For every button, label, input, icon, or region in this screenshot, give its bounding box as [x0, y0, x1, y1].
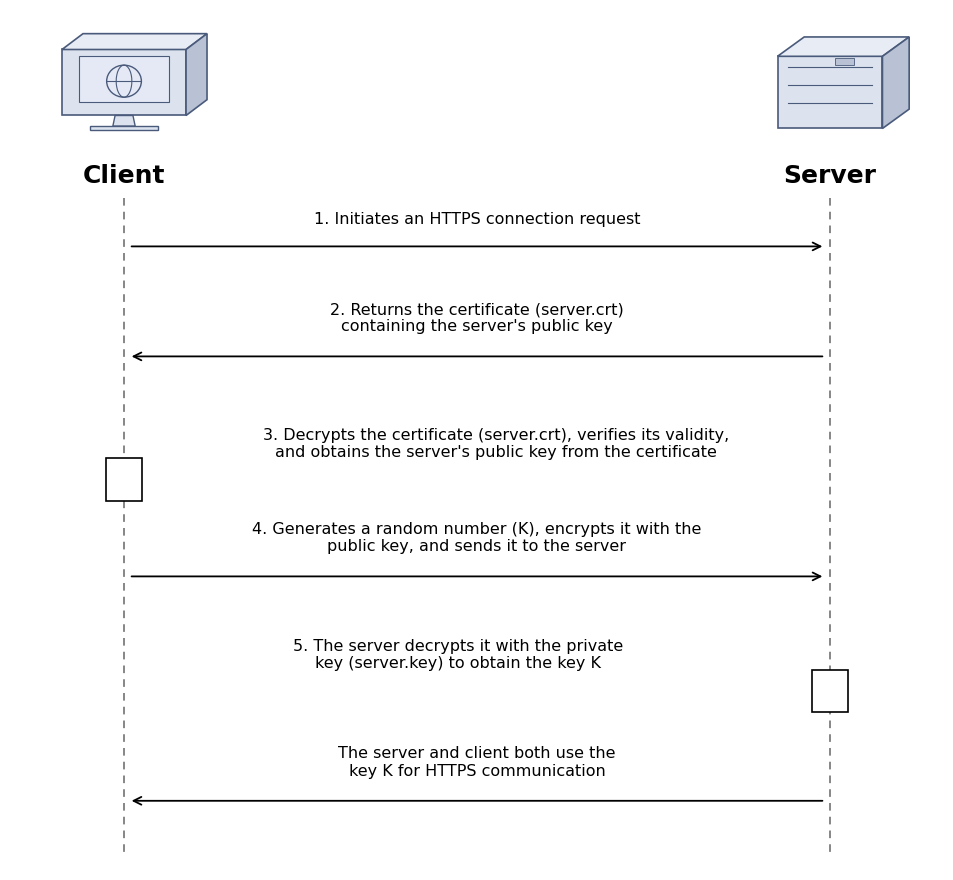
Bar	[90, 126, 158, 130]
Text: 5. The server decrypts it with the private
key (server.key) to obtain the key K: 5. The server decrypts it with the priva…	[293, 639, 622, 671]
Text: 2. Returns the certificate (server.crt)
containing the server's public key: 2. Returns the certificate (server.crt) …	[330, 302, 623, 334]
Bar	[106, 458, 142, 501]
Text: The server and client both use the
key K for HTTPS communication: The server and client both use the key K…	[338, 746, 615, 779]
Polygon shape	[79, 56, 169, 102]
Text: 3. Decrypts the certificate (server.crt), verifies its validity,
and obtains the: 3. Decrypts the certificate (server.crt)…	[263, 428, 728, 460]
Text: Client: Client	[83, 164, 165, 188]
Polygon shape	[882, 37, 908, 128]
Polygon shape	[777, 56, 882, 128]
Polygon shape	[62, 33, 207, 49]
Text: Server: Server	[782, 164, 876, 188]
Polygon shape	[62, 49, 186, 115]
Bar	[835, 58, 853, 65]
Polygon shape	[112, 115, 135, 126]
Polygon shape	[186, 33, 207, 115]
Bar	[811, 670, 847, 712]
Text: 4. Generates a random number (K), encrypts it with the
public key, and sends it : 4. Generates a random number (K), encryp…	[252, 522, 701, 554]
Polygon shape	[777, 37, 908, 56]
Text: 1. Initiates an HTTPS connection request: 1. Initiates an HTTPS connection request	[314, 212, 639, 227]
